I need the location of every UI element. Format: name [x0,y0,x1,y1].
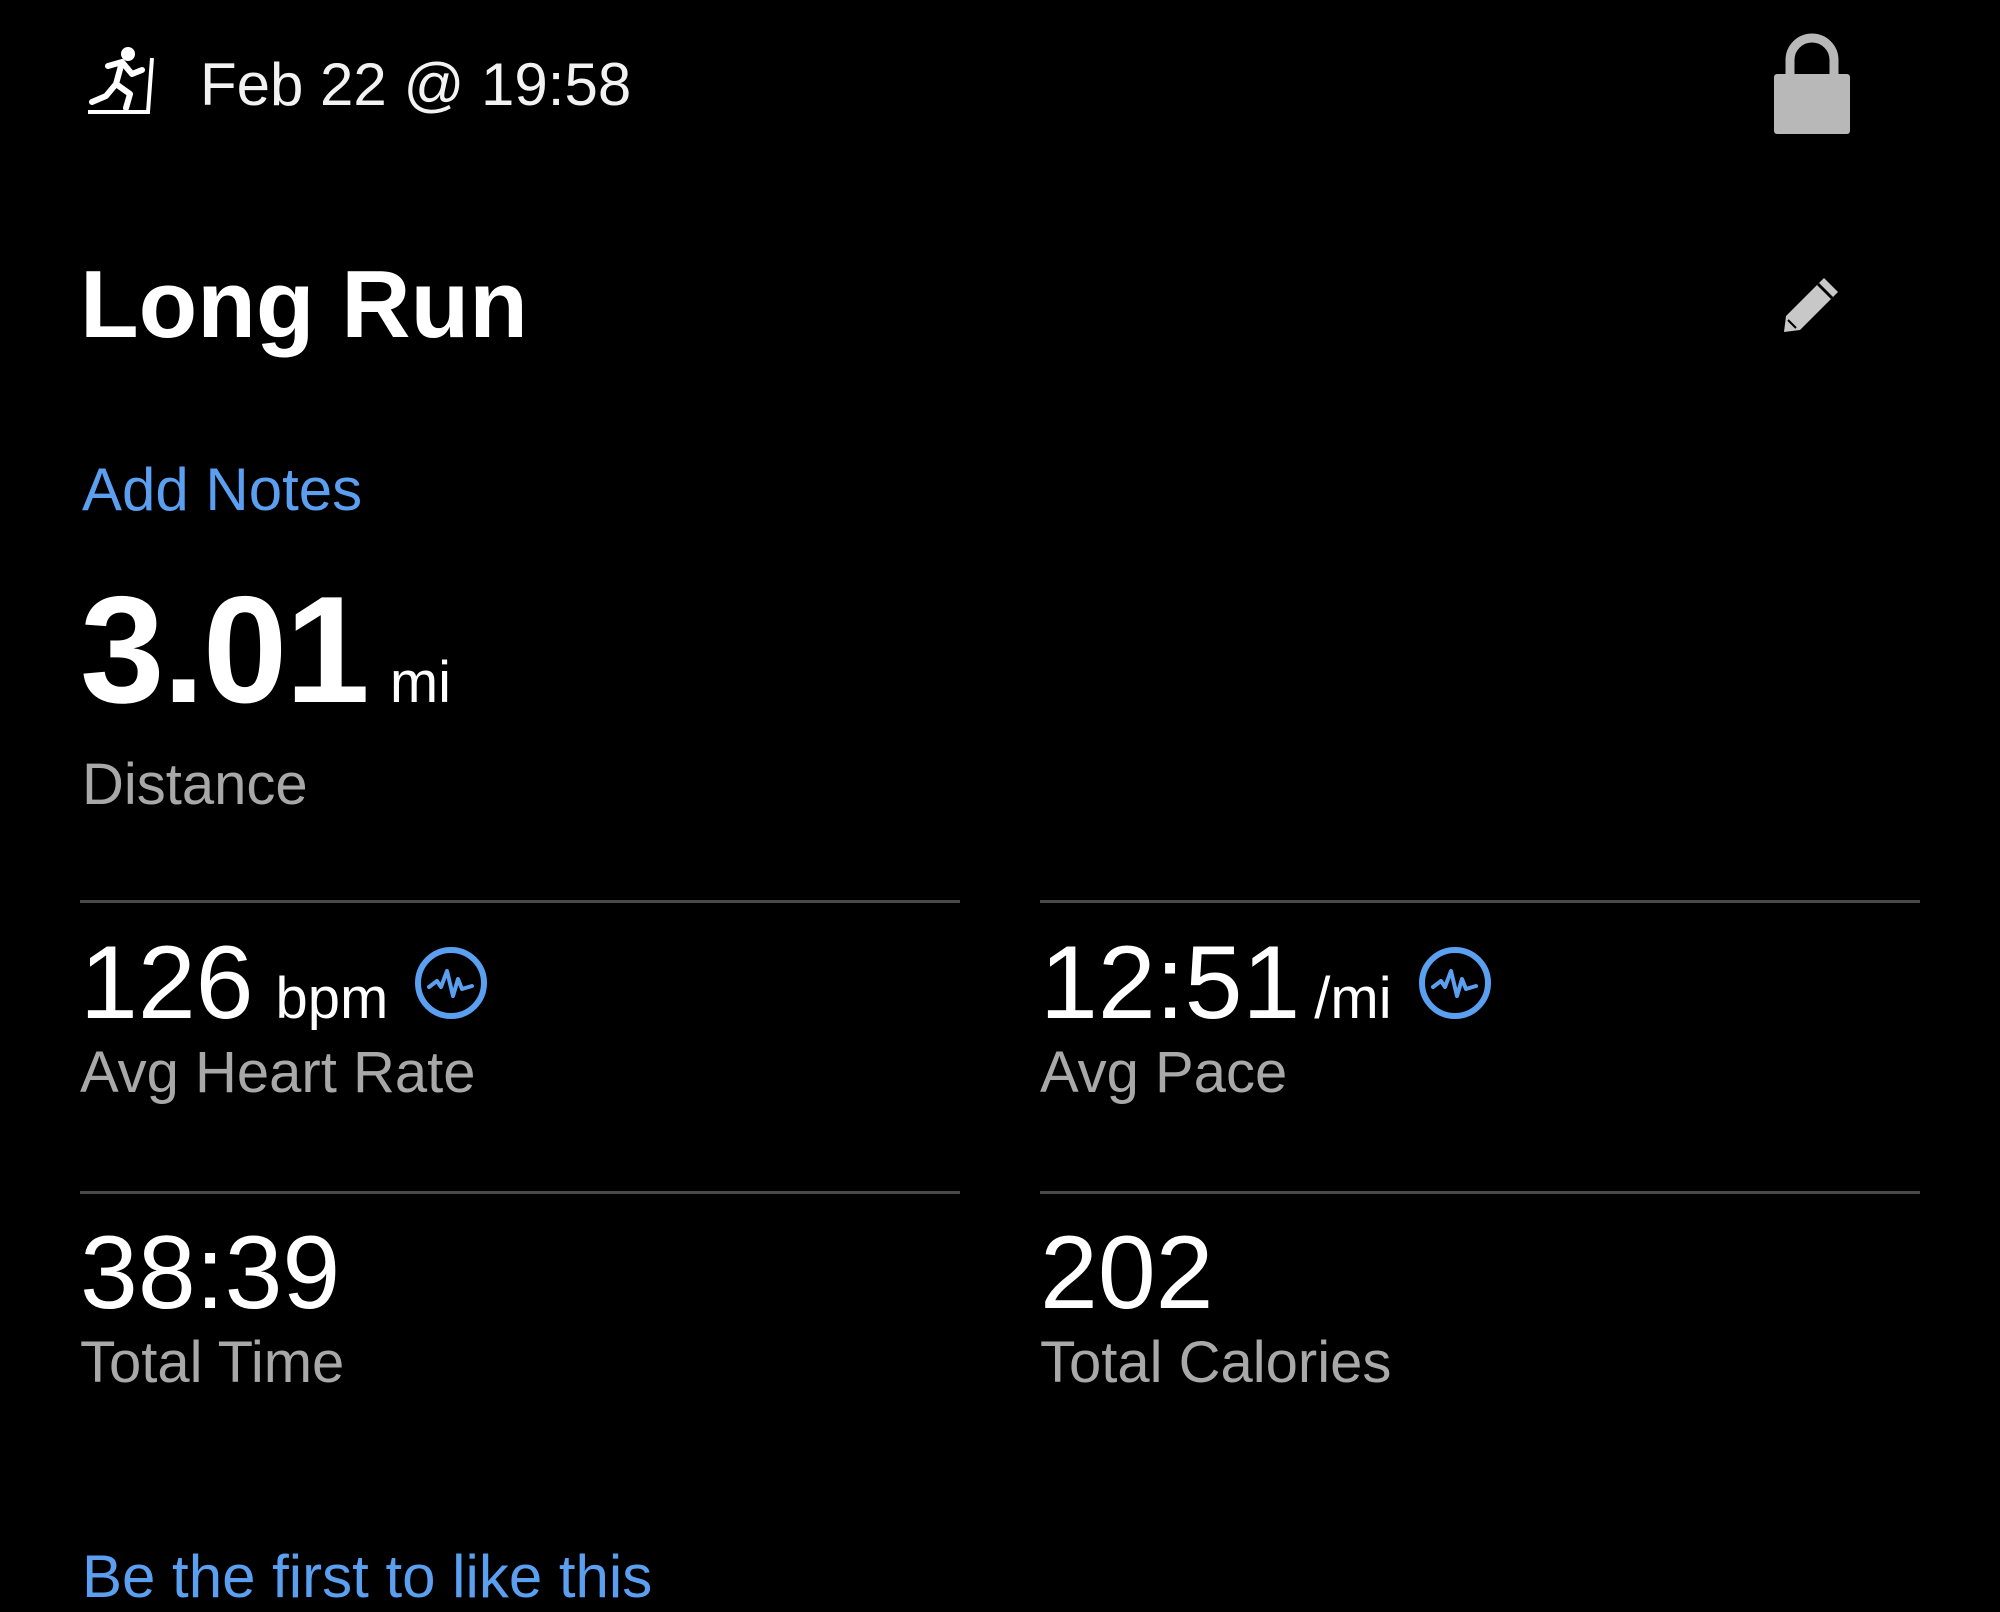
activity-date: Feb 22 @ 19:58 [200,51,632,118]
pencil-icon[interactable] [1782,274,1842,334]
lock-icon[interactable] [1772,32,1852,134]
stat-label: Avg Pace [1040,1040,1288,1105]
like-prompt-link[interactable]: Be the first to like this [82,1543,653,1610]
stat-value: 202 [1040,1215,1214,1331]
stat-label: Avg Heart Rate [80,1040,476,1105]
stat-unit: /mi [1314,966,1392,1031]
stat-avg-pace: 12:51/mi Avg Pace [1040,928,1492,1108]
divider [1040,1191,1920,1194]
stat-label: Total Time [80,1330,345,1395]
add-notes-link[interactable]: Add Notes [82,456,363,523]
distance-value: 3.01 mi [80,570,451,778]
distance-number: 3.01 [80,565,370,735]
stat-total-calories: 202 Total Calories [1040,1218,1391,1398]
stat-value: 126 [80,925,254,1041]
stat-value: 12:51 [1040,925,1301,1041]
heart-rate-chart-icon[interactable] [414,946,488,1020]
distance-label: Distance [82,752,308,817]
divider [80,1191,960,1194]
divider [1040,900,1920,903]
stat-avg-heart-rate: 126 bpm Avg Heart Rate [80,928,488,1108]
stat-unit: bpm [275,966,389,1031]
stat-value: 38:39 [80,1215,341,1331]
stat-label: Total Calories [1040,1330,1392,1395]
stat-total-time: 38:39 Total Time [80,1218,344,1398]
pace-chart-icon[interactable] [1418,946,1492,1020]
distance-unit: mi [389,650,452,715]
treadmill-run-icon [88,47,154,114]
divider [80,900,960,903]
activity-title: Long Run [80,251,528,358]
